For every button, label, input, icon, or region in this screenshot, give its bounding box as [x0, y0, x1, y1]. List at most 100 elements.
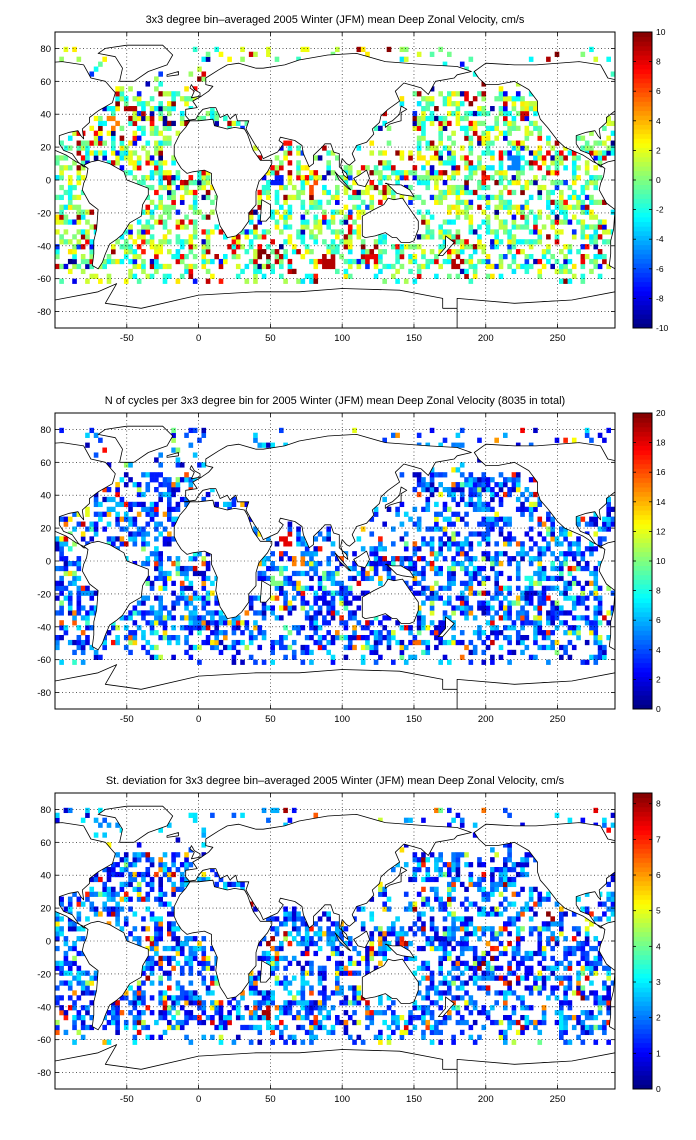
data-bin	[429, 234, 435, 240]
data-bin	[464, 66, 469, 72]
data-bin	[421, 585, 426, 591]
data-bin	[210, 615, 215, 621]
data-bin	[63, 536, 69, 542]
data-bin	[593, 1039, 599, 1045]
data-bin	[606, 263, 611, 270]
data-bin	[503, 995, 508, 1001]
data-bin	[438, 965, 443, 971]
data-bin	[347, 170, 353, 176]
data-bin	[567, 249, 573, 255]
data-bin	[434, 985, 439, 991]
data-bin	[59, 427, 64, 434]
land-outline	[183, 434, 472, 560]
data-bin	[356, 595, 362, 601]
data-bin	[447, 970, 452, 976]
data-bin	[72, 160, 77, 166]
data-bin	[253, 635, 258, 641]
data-bin	[429, 155, 435, 161]
data-bin	[477, 106, 482, 112]
data-bin	[447, 254, 452, 260]
data-bin	[606, 506, 611, 512]
data-bin	[537, 258, 543, 265]
data-bin	[580, 985, 586, 991]
data-bin	[464, 110, 469, 117]
data-bin	[425, 1010, 431, 1016]
data-bin	[175, 980, 181, 986]
data-bin	[210, 1019, 215, 1026]
data-bin	[132, 501, 138, 508]
data-bin	[485, 273, 491, 279]
data-bin	[188, 595, 194, 601]
data-bin	[270, 970, 275, 976]
data-bin	[412, 565, 418, 572]
data-bin	[106, 541, 112, 547]
data-bin	[451, 170, 456, 176]
data-bin	[373, 125, 379, 131]
data-bin	[188, 990, 194, 996]
data-bin	[89, 209, 95, 215]
data-bin	[490, 239, 495, 245]
data-bin	[455, 541, 461, 547]
data-bin	[313, 595, 319, 601]
data-bin	[373, 649, 379, 656]
data-bin	[67, 249, 73, 255]
data-bin	[378, 1039, 383, 1045]
data-bin	[55, 546, 60, 552]
data-bin	[175, 1000, 181, 1006]
data-bin	[520, 491, 525, 498]
data-bin	[279, 551, 284, 557]
data-bin	[257, 1024, 263, 1031]
data-bin	[434, 590, 439, 596]
data-bin	[546, 630, 551, 636]
data-bin	[201, 1005, 207, 1011]
data-bin	[184, 184, 189, 191]
data-bin	[270, 960, 275, 966]
data-bin	[416, 580, 422, 586]
data-bin	[593, 659, 599, 665]
data-bin	[154, 546, 159, 552]
data-bin	[416, 570, 422, 577]
data-bin	[481, 1005, 487, 1011]
data-bin	[231, 501, 237, 508]
data-bin	[576, 249, 581, 255]
data-bin	[464, 96, 469, 102]
data-bin	[210, 644, 215, 651]
data-bin	[257, 254, 263, 260]
data-bin	[416, 101, 422, 107]
data-bin	[111, 150, 116, 156]
data-bin	[468, 170, 474, 176]
y-tick-label: 20	[40, 524, 51, 535]
data-bin	[72, 960, 77, 966]
data-bin	[214, 115, 219, 122]
colorbar-segment	[633, 482, 652, 488]
data-bin	[188, 620, 194, 626]
data-bin	[412, 120, 418, 127]
data-bin	[412, 551, 418, 557]
data-bin	[167, 639, 172, 646]
data-bin	[279, 580, 284, 586]
data-bin	[459, 565, 465, 572]
data-bin	[455, 229, 461, 235]
data-bin	[356, 170, 362, 176]
data-bin	[201, 585, 207, 591]
data-bin	[188, 565, 194, 572]
colorbar-tick-label: -10	[656, 323, 669, 333]
data-bin	[279, 145, 284, 151]
data-bin	[515, 600, 521, 606]
data-bin	[235, 1000, 241, 1006]
data-bin	[434, 184, 439, 191]
data-bin	[438, 1039, 443, 1045]
data-bin	[158, 1000, 163, 1006]
data-bin	[416, 150, 422, 156]
data-bin	[158, 91, 163, 97]
data-bin	[266, 180, 271, 186]
data-bin	[386, 263, 392, 270]
data-bin	[339, 580, 344, 586]
data-bin	[188, 600, 194, 606]
data-bin	[167, 125, 172, 131]
data-bin	[89, 71, 95, 77]
data-bin	[201, 600, 207, 606]
data-bin	[76, 56, 82, 62]
data-bin	[524, 125, 530, 131]
data-bin	[537, 551, 543, 557]
